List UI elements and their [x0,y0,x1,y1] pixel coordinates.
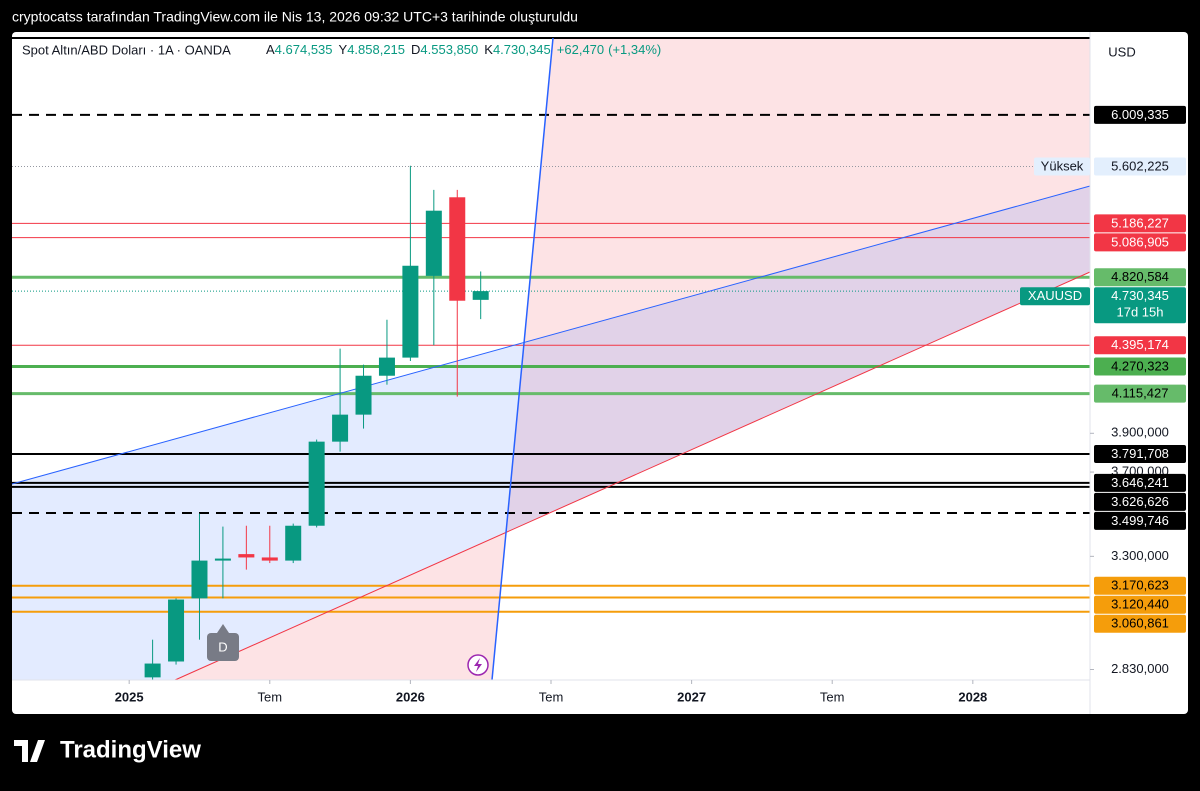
symbol-tag-box [1020,287,1090,306]
candle-body [308,441,325,526]
price-label: 4.820,584 [1111,269,1169,284]
x-tick-label: Tem [258,689,283,704]
price-label-box [1094,336,1186,355]
x-tick-label: 2027 [677,689,706,704]
alert-bolt [474,658,482,672]
symbol-tag: XAUUSD [1028,288,1082,303]
price-label-box [1094,445,1186,464]
price-label: 3.626,626 [1111,494,1169,509]
short-zone [175,38,1090,680]
trend-line [174,271,1091,681]
ohlc-value: 4.730,345 [493,42,551,57]
price-label-box [1094,268,1186,287]
event-marker-label: D [218,639,227,654]
high-label-box [1094,157,1186,176]
ohlc-change: +62,470 [557,42,604,57]
candle-body [261,557,278,561]
ohlc-prefix: Y [339,42,348,57]
chart-panel [12,32,1188,714]
ohlc-change-pct: (+1,34%) [608,42,661,57]
chart-title: Spot Altın/ABD Doları · 1A · OANDA [22,42,231,57]
price-label: 5.186,227 [1111,215,1169,230]
candle-body [285,525,302,561]
price-label-box [1094,614,1186,633]
currency: USD [1108,44,1135,59]
logo-text: TradingView [60,736,201,763]
ohlc-value: 4.858,215 [347,42,405,57]
countdown: 17d 15h [1117,305,1164,320]
y-tick-label: 3.900,000 [1111,425,1169,440]
ohlc-value: 4.553,850 [420,42,478,57]
price-label-box [1094,105,1186,124]
price-label: 3.646,241 [1111,475,1169,490]
ohlc-value: 4.674,535 [275,42,333,57]
ohlc-legend: A4.674,535 Y4.858,215 D4.553,850 K4.730,345… [266,42,661,57]
price-label: 3.120,440 [1111,597,1169,612]
price-label-box [1094,595,1186,614]
candle-body [472,291,489,300]
price-label: 6.009,335 [1111,107,1169,122]
candle-body [425,210,442,276]
price-label: 3.170,623 [1111,578,1169,593]
candle-body [332,414,349,442]
high-tag-box [1034,157,1090,176]
trend-line [11,185,1091,485]
high-tag: Yüksek [1041,158,1084,173]
x-tick-label: Tem [539,689,564,704]
trend-line [491,38,554,680]
candle-body [238,554,255,558]
price-label: 5.086,905 [1111,234,1169,249]
candle-body [378,357,395,376]
price-label: 4.115,427 [1112,386,1169,401]
price-label: 4.395,174 [1111,337,1169,352]
channel-zone [12,186,1090,680]
x-tick-label: 2025 [115,689,144,704]
candle-body [191,560,208,599]
last-price-box [1094,287,1186,324]
ohlc-prefix: A [266,42,275,57]
ohlc-prefix: K [484,42,493,57]
price-label-box [1094,576,1186,595]
logo-icon [14,740,45,762]
price-label-box [1094,357,1186,376]
high-label: 5.602,225 [1111,158,1169,173]
candle-body [402,265,419,358]
header: cryptocatss tarafından TradingView.com i… [12,9,578,25]
candle-body [144,663,161,678]
price-label-box [1094,492,1186,511]
price-label: 3.060,861 [1111,616,1169,631]
x-tick-label: 2026 [396,689,425,704]
logo: TradingView [14,736,201,763]
last-price-label: 4.730,345 [1111,288,1169,303]
candle-body [168,599,185,662]
x-tick-label: 2028 [958,689,987,704]
price-label: 3.499,746 [1111,513,1169,528]
price-label-box [1094,384,1186,403]
y-tick-label: 3.300,000 [1111,548,1169,563]
price-label-box [1094,511,1186,530]
candle-body [449,197,466,301]
price-label-box [1094,233,1186,252]
candle-body [355,375,372,415]
price-label-box [1094,214,1186,233]
price-label-box [1094,473,1186,492]
price-label: 3.791,708 [1111,446,1169,461]
candle-body [214,558,231,561]
x-tick-label: Tem [820,689,845,704]
event-marker-tip [217,624,229,633]
event-marker [207,633,239,661]
price-label: 4.270,323 [1111,358,1169,373]
y-tick-label: 2.830,000 [1111,661,1169,676]
ohlc-prefix: D [411,42,420,57]
